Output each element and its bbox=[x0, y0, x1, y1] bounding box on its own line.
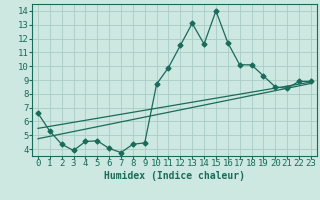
X-axis label: Humidex (Indice chaleur): Humidex (Indice chaleur) bbox=[104, 171, 245, 181]
